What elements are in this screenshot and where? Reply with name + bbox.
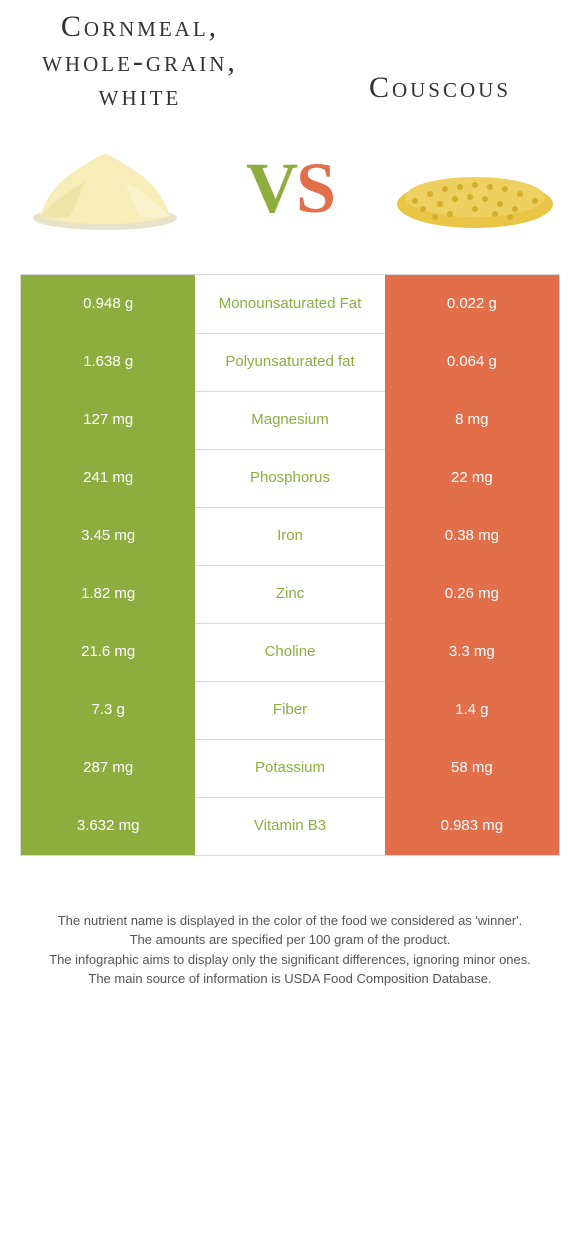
- table-row: 1.638 gPolyunsaturated fat0.064 g: [21, 333, 559, 391]
- right-value: 0.38 mg: [385, 507, 559, 565]
- infographic-container: Cornmeal, whole-grain, white Couscous VS: [0, 0, 580, 1019]
- nutrient-label: Choline: [195, 623, 384, 681]
- left-value: 127 mg: [21, 391, 195, 449]
- table-row: 127 mgMagnesium8 mg: [21, 391, 559, 449]
- left-value: 21.6 mg: [21, 623, 195, 681]
- table-row: 7.3 gFiber1.4 g: [21, 681, 559, 739]
- left-value: 3.632 mg: [21, 797, 195, 855]
- right-value: 0.983 mg: [385, 797, 559, 855]
- right-value: 8 mg: [385, 391, 559, 449]
- left-value: 1.638 g: [21, 333, 195, 391]
- table-row: 0.948 gMonounsaturated Fat0.022 g: [21, 275, 559, 333]
- nutrient-label: Zinc: [195, 565, 384, 623]
- nutrient-label: Fiber: [195, 681, 384, 739]
- vs-label: VS: [246, 147, 334, 230]
- table-row: 3.632 mgVitamin B30.983 mg: [21, 797, 559, 855]
- left-value: 287 mg: [21, 739, 195, 797]
- right-value: 1.4 g: [385, 681, 559, 739]
- cornmeal-icon: [20, 134, 190, 244]
- right-value: 0.022 g: [385, 275, 559, 333]
- nutrient-label: Phosphorus: [195, 449, 384, 507]
- left-value: 241 mg: [21, 449, 195, 507]
- right-value: 0.064 g: [385, 333, 559, 391]
- comparison-table: 0.948 gMonounsaturated Fat0.022 g1.638 g…: [20, 274, 560, 856]
- footer-line: The main source of information is USDA F…: [22, 969, 558, 989]
- nutrient-label: Iron: [195, 507, 384, 565]
- footer-line: The amounts are specified per 100 gram o…: [22, 930, 558, 950]
- nutrient-label: Monounsaturated Fat: [195, 275, 384, 333]
- right-value: 22 mg: [385, 449, 559, 507]
- nutrient-label: Magnesium: [195, 391, 384, 449]
- couscous-icon: [390, 134, 560, 244]
- food-title-left: Cornmeal, whole-grain, white: [30, 10, 250, 114]
- table-row: 241 mgPhosphorus22 mg: [21, 449, 559, 507]
- right-value: 58 mg: [385, 739, 559, 797]
- nutrient-label: Vitamin B3: [195, 797, 384, 855]
- table-row: 287 mgPotassium58 mg: [21, 739, 559, 797]
- footer-line: The infographic aims to display only the…: [22, 950, 558, 970]
- food-title-right: Couscous: [330, 71, 550, 114]
- vs-row: VS: [0, 114, 580, 274]
- table-row: 3.45 mgIron0.38 mg: [21, 507, 559, 565]
- nutrient-label: Polyunsaturated fat: [195, 333, 384, 391]
- left-value: 0.948 g: [21, 275, 195, 333]
- left-value: 3.45 mg: [21, 507, 195, 565]
- vs-s-letter: S: [296, 148, 334, 228]
- table-row: 21.6 mgCholine3.3 mg: [21, 623, 559, 681]
- left-value: 7.3 g: [21, 681, 195, 739]
- right-value: 0.26 mg: [385, 565, 559, 623]
- left-value: 1.82 mg: [21, 565, 195, 623]
- table-row: 1.82 mgZinc0.26 mg: [21, 565, 559, 623]
- right-value: 3.3 mg: [385, 623, 559, 681]
- nutrient-label: Potassium: [195, 739, 384, 797]
- header: Cornmeal, whole-grain, white Couscous: [0, 0, 580, 114]
- footer-line: The nutrient name is displayed in the co…: [22, 911, 558, 931]
- vs-v-letter: V: [246, 148, 296, 228]
- footer-notes: The nutrient name is displayed in the co…: [0, 856, 580, 1019]
